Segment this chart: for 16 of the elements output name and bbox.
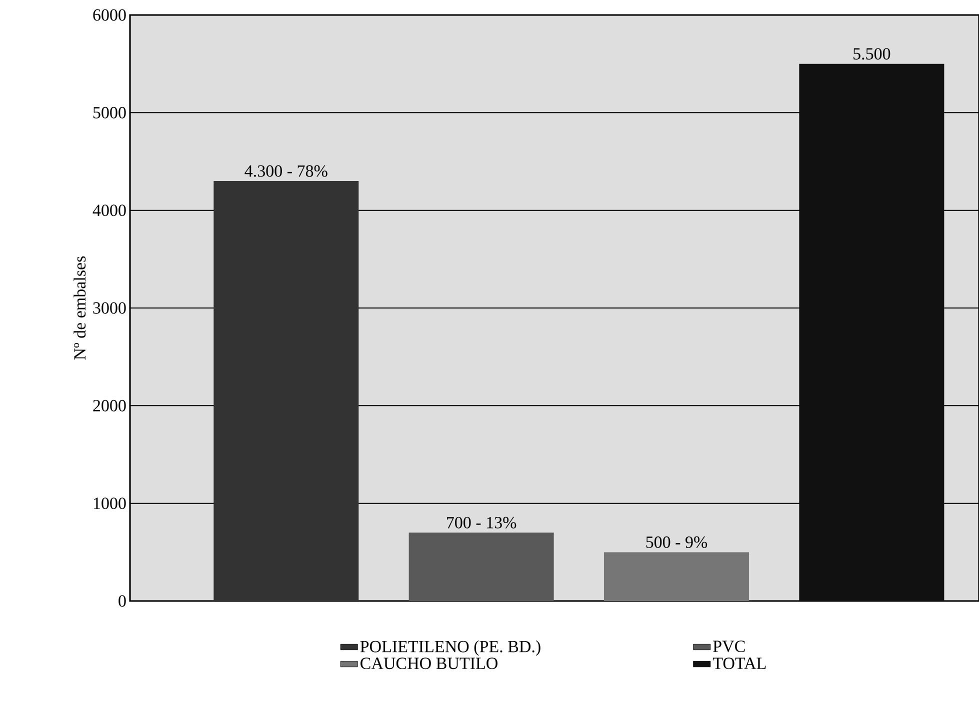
data-label: 5.500 bbox=[854, 48, 890, 60]
legend-label: TOTAL bbox=[712, 658, 766, 670]
y-tick-label: 3000 bbox=[93, 302, 126, 314]
y-tick-label: 5000 bbox=[93, 106, 126, 118]
y-tick-label: 2000 bbox=[93, 400, 126, 412]
legend-label: CAUCHO BUTILO bbox=[360, 658, 498, 670]
y-tick-label: 6000 bbox=[93, 9, 126, 21]
y-tick-label: 1000 bbox=[94, 498, 126, 510]
y-axis-title: Nº de embalses bbox=[74, 256, 86, 360]
y-tick-label: 0 bbox=[118, 595, 126, 607]
data-label: 700 - 13% bbox=[447, 516, 516, 528]
legend-label: PVC bbox=[713, 640, 745, 652]
legend-label: POLIETILENO (PE. BD.) bbox=[360, 640, 540, 656]
data-label: 4.300 - 78% bbox=[244, 165, 328, 177]
data-label: 500 - 9% bbox=[646, 536, 708, 548]
y-tick-label: 4000 bbox=[92, 204, 126, 216]
